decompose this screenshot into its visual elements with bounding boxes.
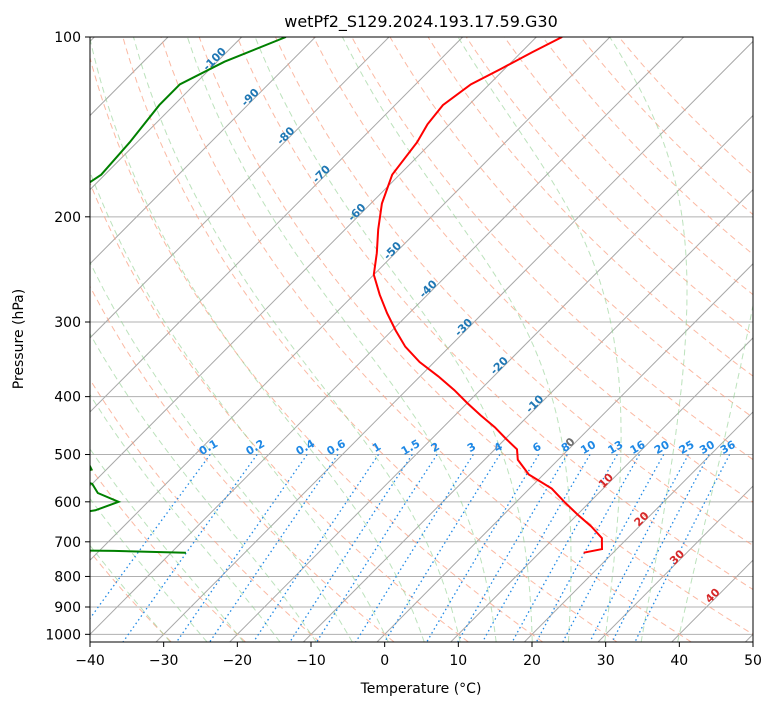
x-tick-label: −30 [149, 653, 179, 669]
x-tick-label: 30 [597, 653, 615, 669]
isotherm-line [376, 263, 753, 642]
isotherm-line [90, 37, 464, 413]
moist-adiabat-line [254, 37, 533, 642]
moist-adiabat-line [90, 393, 281, 642]
x-tick-label: 40 [670, 653, 688, 669]
dry-adiabat-line [580, 37, 753, 216]
mixing-ratio-line [481, 454, 591, 642]
mixing-ratio-line [289, 454, 413, 642]
isotherm-line [90, 37, 316, 265]
mixing-ratio-line [457, 454, 568, 642]
y-tick-label: 900 [54, 600, 81, 616]
x-tick-label: −40 [75, 653, 105, 669]
y-tick-label: 300 [54, 315, 81, 331]
isotherm-line [303, 188, 753, 642]
dry-adiabat-line [90, 181, 469, 642]
dry-adiabat-line [90, 466, 246, 642]
isotherm-line [450, 337, 753, 642]
x-tick-label: 10 [449, 653, 467, 669]
moist-adiabat-line [90, 261, 353, 642]
y-tick-label: 500 [54, 448, 81, 464]
y-tick-label: 100 [54, 30, 81, 46]
y-tick-label: 600 [54, 495, 81, 511]
y-axis-label: Pressure (hPa) [11, 289, 27, 389]
x-tick-label: 0 [380, 653, 389, 669]
y-tick-label: 200 [54, 210, 81, 226]
x-axis-label: Temperature (°C) [360, 681, 482, 697]
isotherm-line [597, 485, 753, 642]
dry-adiabat-line [313, 37, 753, 503]
moist-adiabat-line [90, 497, 208, 642]
moist-adiabat-line [133, 37, 461, 642]
mixing-ratio-line [355, 454, 474, 642]
moist-adiabat-line [457, 37, 622, 642]
mixing-ratio-line [252, 454, 380, 642]
y-tick-label: 700 [54, 535, 81, 551]
isotherm-line [155, 40, 753, 642]
mixing-ratio-line [316, 454, 438, 642]
dry-adiabat-line [503, 37, 753, 296]
dry-adiabat-line [90, 378, 321, 642]
dry-adiabat-line [198, 37, 753, 635]
moist-adiabat-line [677, 303, 753, 642]
x-tick-label: −20 [223, 653, 253, 669]
dry-adiabat-line [351, 37, 753, 461]
moist-adiabat-line [186, 37, 497, 642]
y-tick-label: 1000 [45, 627, 81, 643]
isotherm-line [90, 37, 243, 191]
moist-adiabat-line [90, 37, 425, 642]
mixing-ratio-line [209, 454, 339, 642]
isotherm-line [229, 114, 753, 642]
dry-adiabat-line [427, 37, 753, 377]
moist-adiabat-line [90, 170, 389, 642]
mixing-ratio-line [535, 454, 640, 642]
isotherm-line [90, 37, 611, 561]
isotherm-line [524, 411, 753, 642]
dry-adiabat-line [618, 37, 753, 176]
dry-adiabat-line [236, 37, 753, 591]
moist-adiabat-line [90, 332, 317, 642]
dry-adiabat-line [90, 55, 543, 642]
mixing-ratio-line [589, 454, 689, 642]
isotherm-line [90, 37, 537, 487]
x-tick-label: 50 [744, 653, 762, 669]
profile-line [372, 37, 604, 554]
isotherm-line [90, 37, 390, 339]
y-tick-label: 400 [54, 390, 81, 406]
dry-adiabat-line [389, 37, 753, 419]
moist-adiabat-line [90, 544, 171, 642]
dry-adiabat-line [275, 37, 753, 547]
dry-adiabat-line [465, 37, 753, 336]
chart-title: wetPf2_S129.2024.193.17.59.G30 [284, 12, 558, 32]
y-tick-label: 800 [54, 569, 81, 585]
x-tick-label: −10 [296, 653, 326, 669]
isotherm-line [90, 37, 685, 636]
plot-frame [89, 36, 754, 643]
mixing-ratio-line [384, 454, 501, 642]
dry-adiabat-line [122, 37, 618, 642]
mixing-ratio-line [611, 454, 710, 642]
moist-adiabat-line [341, 37, 572, 642]
x-tick-label: 20 [523, 653, 541, 669]
mixing-ratio-line [511, 454, 618, 642]
dry-adiabat-line [90, 285, 395, 642]
dry-adiabat-line [160, 37, 692, 642]
mixing-ratio-line [122, 454, 258, 642]
moist-adiabat-line [609, 37, 688, 642]
moist-adiabat-line [90, 448, 244, 642]
